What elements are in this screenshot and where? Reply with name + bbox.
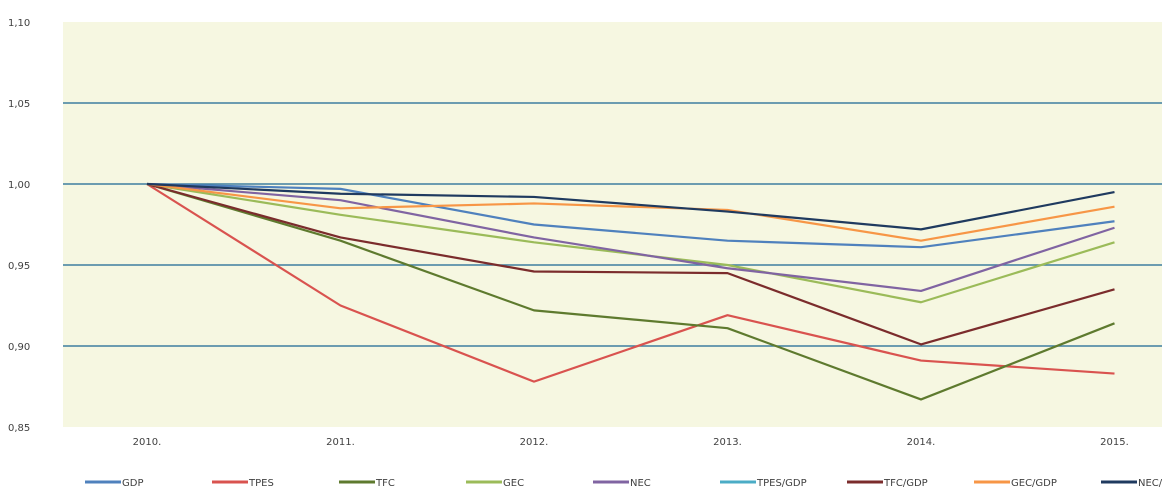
plot-area — [63, 22, 1162, 427]
y-tick-label: 1,00 — [8, 180, 30, 191]
legend-label: TPES — [248, 478, 274, 488]
legend-label: GDP — [122, 478, 143, 488]
x-tick-label: 2015. — [1100, 437, 1129, 448]
y-tick-label: 0,90 — [8, 342, 30, 353]
legend-label: TPES/GDP — [756, 478, 807, 488]
series-line-gdp — [146, 182, 1115, 249]
y-axis-ticks: 0,85 0,90 0,95 1,00 1,05 1,10 — [8, 18, 30, 434]
legend-item: NEC — [593, 478, 651, 488]
legend-item: GEC — [466, 478, 524, 488]
legend-item: NEC/GDP — [1101, 478, 1162, 488]
x-axis-ticks: 2010. 2011. 2012. 2013. 2014. 2015. — [133, 437, 1129, 448]
x-tick-label: 2011. — [326, 437, 355, 448]
legend-label: TFC/GDP — [883, 478, 928, 488]
series-line-tfc — [146, 182, 1115, 401]
legend-item: TFC — [339, 478, 395, 488]
legend-item: TPES/GDP — [720, 478, 807, 488]
legend-label: NEC — [630, 478, 651, 488]
legend-item: TPES — [212, 478, 274, 488]
series-line-nec-gdp — [146, 182, 1115, 231]
gridlines — [63, 102, 1162, 347]
series-line-tfc-gdp — [146, 182, 1115, 346]
legend-item: GDP — [85, 478, 143, 488]
legend-item: GEC/GDP — [974, 478, 1057, 488]
legend: GDP TPES TFC GEC NEC TPES/GDP TFC/GDP GEC/GDP NE… — [85, 478, 1162, 488]
x-tick-label: 2010. — [133, 437, 162, 448]
x-tick-label: 2012. — [520, 437, 549, 448]
legend-label: GEC — [503, 478, 524, 488]
series-line-gec-gdp — [146, 182, 1115, 242]
series-line-nec — [146, 182, 1115, 293]
x-tick-label: 2013. — [713, 437, 742, 448]
series-line-tpes — [146, 183, 1115, 383]
legend-label: TFC — [375, 478, 395, 488]
y-tick-label: 1,10 — [8, 18, 30, 29]
legend-label: GEC/GDP — [1011, 478, 1057, 488]
y-tick-label: 0,85 — [8, 423, 30, 434]
legend-label: NEC/GDP — [1138, 478, 1162, 488]
x-tick-label: 2014. — [907, 437, 936, 448]
y-tick-label: 0,95 — [8, 261, 30, 272]
legend-item: TFC/GDP — [847, 478, 928, 488]
series-lines — [146, 182, 1115, 401]
y-tick-label: 1,05 — [8, 99, 30, 110]
